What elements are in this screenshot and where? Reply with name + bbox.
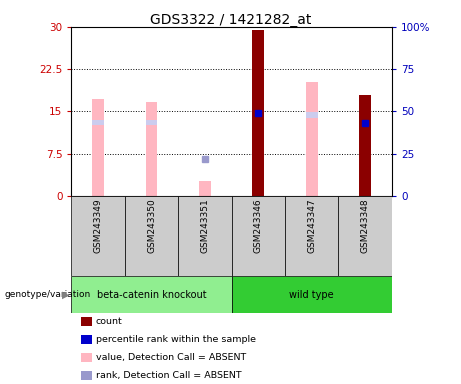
Bar [359,95,371,196]
Bar [71,276,231,313]
Text: GSM243346: GSM243346 [254,198,263,253]
Bar [199,180,211,196]
Text: GSM243347: GSM243347 [307,198,316,253]
Text: ▶: ▶ [62,290,70,300]
Bar [92,120,104,126]
Text: count: count [96,317,123,326]
Text: beta-catenin knockout: beta-catenin knockout [97,290,207,300]
Bar [146,103,157,196]
Text: GSM243351: GSM243351 [201,198,209,253]
Text: GDS3322 / 1421282_at: GDS3322 / 1421282_at [150,13,311,27]
Text: genotype/variation: genotype/variation [5,290,91,299]
Bar [146,120,157,126]
Bar [231,276,392,313]
Text: GSM243349: GSM243349 [94,198,103,253]
Bar [125,196,178,276]
Bar [338,196,392,276]
Bar [178,196,231,276]
Bar [306,81,318,196]
Bar [306,113,318,118]
Text: percentile rank within the sample: percentile rank within the sample [96,335,256,344]
Bar [92,99,104,196]
Text: GSM243350: GSM243350 [147,198,156,253]
Bar [71,196,125,276]
Bar [253,30,264,196]
Text: rank, Detection Call = ABSENT: rank, Detection Call = ABSENT [96,371,242,380]
Text: wild type: wild type [290,290,334,300]
Bar [231,196,285,276]
Text: value, Detection Call = ABSENT: value, Detection Call = ABSENT [96,353,246,362]
Bar [285,196,338,276]
Text: GSM243348: GSM243348 [361,198,370,253]
